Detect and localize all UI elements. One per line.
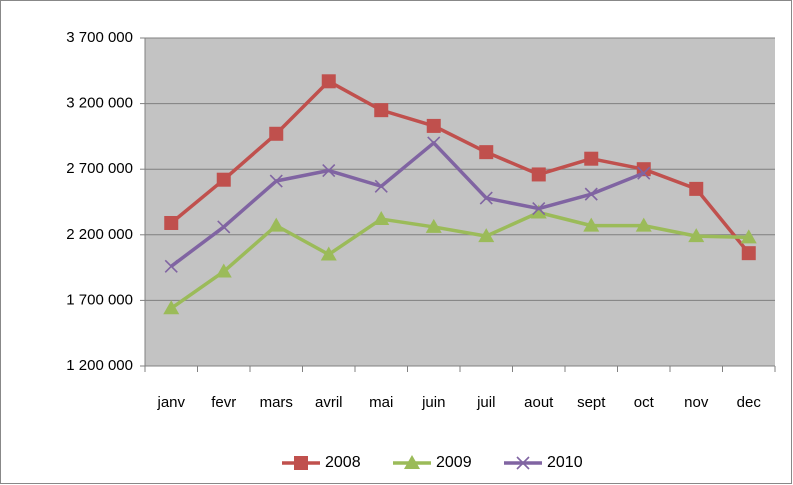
legend-label: 2010 — [547, 454, 583, 471]
legend-label: 2009 — [436, 454, 472, 471]
marker — [530, 204, 547, 219]
x-tick-label: sept — [577, 394, 606, 411]
marker — [320, 246, 337, 261]
series-line — [170, 210, 749, 310]
plot-area — [145, 38, 775, 366]
marker — [215, 263, 232, 278]
x-tick-label: mars — [260, 394, 293, 411]
marker — [584, 151, 599, 166]
x-tick-label: juin — [421, 394, 445, 411]
x-tick-label: avril — [315, 394, 343, 411]
legend: 2008 2009 2010 — [282, 454, 583, 471]
y-tick-label: 3 200 000 — [66, 95, 133, 112]
x-tick-label: mai — [369, 394, 393, 411]
marker — [294, 456, 308, 470]
marker — [374, 179, 388, 193]
marker — [217, 220, 231, 234]
x-tick-label: janv — [156, 394, 185, 411]
marker — [478, 228, 495, 243]
x-tick-label: oct — [634, 394, 655, 411]
marker — [689, 181, 704, 196]
legend-label: 2008 — [325, 454, 361, 471]
marker — [516, 456, 530, 470]
marker — [164, 215, 179, 230]
marker — [216, 172, 231, 187]
marker — [373, 211, 390, 226]
marker — [163, 300, 180, 315]
marker — [425, 218, 442, 233]
y-tick-label: 3 700 000 — [66, 29, 133, 46]
series-line — [170, 79, 751, 255]
y-tick-label: 1 700 000 — [66, 291, 133, 308]
marker — [479, 145, 494, 160]
marker — [374, 103, 389, 118]
y-tick-label: 2 700 000 — [66, 160, 133, 177]
marker — [532, 201, 546, 216]
y-tick-label: 1 200 000 — [66, 357, 133, 374]
marker — [269, 126, 284, 141]
marker — [268, 217, 285, 232]
marker — [322, 163, 336, 178]
marker — [531, 167, 546, 182]
marker — [584, 187, 598, 201]
y-tick-label: 2 200 000 — [66, 226, 133, 243]
x-tick-label: fevr — [211, 394, 236, 411]
marker — [635, 217, 652, 232]
x-tick-label: aout — [524, 394, 554, 411]
marker — [740, 229, 757, 244]
x-tick-label: dec — [737, 394, 762, 411]
marker — [427, 136, 441, 150]
marker — [741, 246, 756, 261]
marker — [321, 74, 336, 89]
marker — [426, 118, 441, 133]
marker — [164, 259, 178, 273]
marker — [269, 174, 283, 188]
series-line — [170, 141, 645, 268]
marker — [404, 455, 420, 469]
marker — [637, 166, 651, 180]
x-tick-label: nov — [684, 394, 709, 411]
marker — [479, 191, 493, 205]
marker — [583, 217, 600, 232]
x-tick-label: juil — [476, 394, 495, 411]
marker — [688, 228, 705, 243]
